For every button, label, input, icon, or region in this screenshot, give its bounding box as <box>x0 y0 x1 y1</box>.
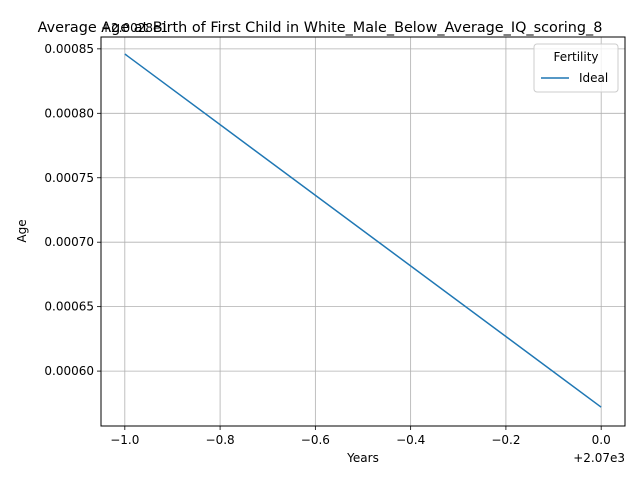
y-tick-label: 0.00080 <box>44 106 94 120</box>
x-tick-label: −0.6 <box>301 433 330 447</box>
y-tick-label: 0.00070 <box>44 235 94 249</box>
y-axis-label: Age <box>15 219 29 242</box>
legend-title: Fertility <box>553 50 598 64</box>
y-axis: 0.00060 0.00065 0.00070 0.00075 0.00080 0.000… <box>44 42 101 378</box>
y-tick-label: 0.00075 <box>44 171 94 185</box>
legend-entry-label: Ideal <box>579 71 608 85</box>
y-tick-label: 0.00085 <box>44 42 94 56</box>
x-tick-label: −0.4 <box>396 433 425 447</box>
x-offset-label: +2.07e3 <box>573 451 625 465</box>
x-tick-label: 0.0 <box>592 433 611 447</box>
x-axis: −1.0 −0.8 −0.6 −0.4 −0.2 0.0 <box>110 426 611 447</box>
plot-frame <box>100 36 626 427</box>
x-tick-label: −1.0 <box>110 433 139 447</box>
x-tick-label: −0.2 <box>491 433 520 447</box>
y-offset-label: +2.0028e1 <box>101 21 168 35</box>
chart-title: Average Age at Birth of First Child in W… <box>38 20 603 36</box>
x-tick-label: −0.8 <box>206 433 235 447</box>
legend-box <box>533 43 619 93</box>
legend: Fertility Ideal <box>533 43 619 93</box>
y-tick-label: 0.00060 <box>44 364 94 378</box>
series-line-ideal <box>124 53 602 408</box>
x-axis-label: Years <box>346 451 379 465</box>
series-layer <box>124 53 602 408</box>
y-tick-label: 0.00065 <box>44 300 94 314</box>
